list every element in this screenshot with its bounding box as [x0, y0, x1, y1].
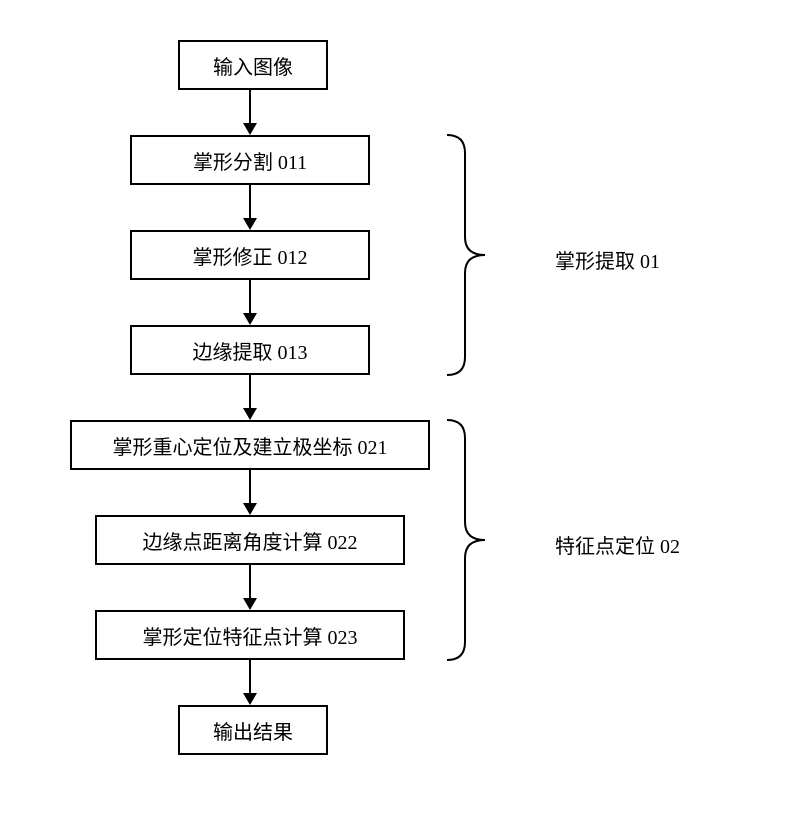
arrow-line-0 — [249, 90, 251, 123]
node-label: 边缘提取 013 — [193, 336, 308, 365]
node-label: 掌形重心定位及建立极坐标 021 — [113, 431, 388, 460]
arrow-head-2 — [243, 313, 257, 325]
brace-g2 — [445, 418, 505, 662]
diagram-container: 输入图像掌形分割 011 掌形修正 012 边缘提取 013 掌形重心定位及建立极坐标… — [0, 0, 800, 830]
arrow-line-6 — [249, 660, 251, 693]
node-step011: 掌形分割 011 — [130, 135, 370, 185]
node-step022: 边缘点距离角度计算 022 — [95, 515, 405, 565]
arrow-line-5 — [249, 565, 251, 598]
arrow-line-1 — [249, 185, 251, 218]
node-step012: 掌形修正 012 — [130, 230, 370, 280]
arrow-line-3 — [249, 375, 251, 408]
arrow-line-2 — [249, 280, 251, 313]
arrow-head-4 — [243, 503, 257, 515]
arrow-head-3 — [243, 408, 257, 420]
arrow-head-6 — [243, 693, 257, 705]
arrow-line-4 — [249, 470, 251, 503]
group-label-g1: 掌形提取 01 — [555, 245, 660, 274]
node-label: 掌形分割 011 — [193, 146, 307, 175]
arrow-head-0 — [243, 123, 257, 135]
node-step021: 掌形重心定位及建立极坐标 021 — [70, 420, 430, 470]
brace-g1 — [445, 133, 505, 377]
node-label: 掌形定位特征点计算 023 — [143, 621, 358, 650]
node-input: 输入图像 — [178, 40, 328, 90]
group-label-g2: 特征点定位 02 — [555, 530, 680, 559]
arrow-head-5 — [243, 598, 257, 610]
node-step013: 边缘提取 013 — [130, 325, 370, 375]
arrow-head-1 — [243, 218, 257, 230]
node-step023: 掌形定位特征点计算 023 — [95, 610, 405, 660]
node-label: 掌形修正 012 — [193, 241, 308, 270]
node-label: 输出结果 — [213, 716, 293, 745]
node-label: 边缘点距离角度计算 022 — [143, 526, 358, 555]
node-output: 输出结果 — [178, 705, 328, 755]
flow-column: 输入图像掌形分割 011 掌形修正 012 边缘提取 013 掌形重心定位及建立极坐标… — [0, 0, 500, 830]
node-label: 输入图像 — [213, 51, 293, 80]
